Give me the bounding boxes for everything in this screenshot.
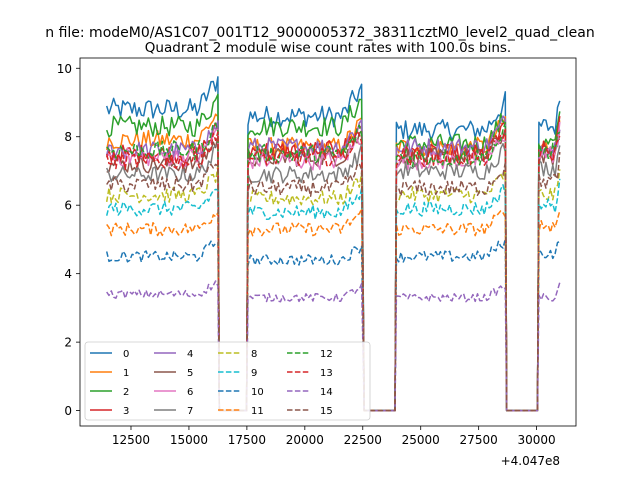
y-tick-label: 0 bbox=[64, 404, 72, 418]
legend-label-5: 5 bbox=[187, 368, 193, 379]
x-tick-label: 27500 bbox=[460, 433, 498, 447]
axes: 12500 15000 17500 20000 22500 25000 27500 30000… bbox=[57, 57, 577, 447]
y-tick-label: 2 bbox=[64, 336, 72, 350]
series-line-2 bbox=[105, 93, 561, 412]
series-line-9 bbox=[105, 178, 561, 412]
x-tick-label: 25000 bbox=[402, 433, 440, 447]
series-line-11 bbox=[106, 207, 561, 412]
legend-label-10: 10 bbox=[251, 387, 264, 398]
legend-box bbox=[84, 341, 371, 421]
figure-suptitle: n file: modeM0/AS1C07_001T12_9000005372_… bbox=[45, 25, 594, 41]
series-line-6 bbox=[106, 121, 561, 412]
axes-frame bbox=[79, 57, 577, 427]
x-offset-label: +4.047e8 bbox=[501, 454, 560, 468]
plot-area bbox=[105, 76, 561, 412]
legend-label-12: 12 bbox=[320, 349, 333, 360]
legend-label-11: 11 bbox=[251, 406, 264, 417]
x-tick-label: 17500 bbox=[228, 433, 266, 447]
x-tick-label: 22500 bbox=[344, 433, 382, 447]
series-line-15 bbox=[106, 151, 561, 412]
series-line-14 bbox=[106, 280, 561, 412]
series-line-1 bbox=[105, 113, 561, 412]
series-line-13 bbox=[105, 128, 561, 412]
y-tick-label: 8 bbox=[64, 130, 72, 144]
legend-label-4: 4 bbox=[187, 349, 193, 360]
series-line-0 bbox=[105, 76, 561, 412]
legend-label-8: 8 bbox=[251, 349, 257, 360]
legend-label-15: 15 bbox=[320, 406, 333, 417]
legend-label-13: 13 bbox=[320, 368, 333, 379]
series-line-4 bbox=[105, 115, 561, 412]
y-tick-label: 4 bbox=[64, 267, 72, 281]
y-tick-label: 6 bbox=[64, 199, 72, 213]
legend-label-9: 9 bbox=[251, 368, 257, 379]
x-tick-label: 12500 bbox=[112, 433, 150, 447]
series-line-10 bbox=[105, 238, 561, 412]
x-tick-label: 30000 bbox=[518, 433, 556, 447]
series-line-8 bbox=[105, 164, 561, 412]
legend-label-14: 14 bbox=[320, 387, 333, 398]
legend-label-1: 1 bbox=[123, 368, 129, 379]
legend-label-3: 3 bbox=[123, 406, 129, 417]
legend-label-2: 2 bbox=[123, 387, 129, 398]
legend-label-7: 7 bbox=[187, 406, 193, 417]
y-tick-label: 10 bbox=[57, 62, 72, 76]
chart-title: Quadrant 2 module wise count rates with … bbox=[145, 40, 511, 56]
legend-label-6: 6 bbox=[187, 387, 193, 398]
x-tick-label: 20000 bbox=[286, 433, 324, 447]
legend-label-0: 0 bbox=[123, 349, 129, 360]
x-tick-label: 15000 bbox=[170, 433, 208, 447]
